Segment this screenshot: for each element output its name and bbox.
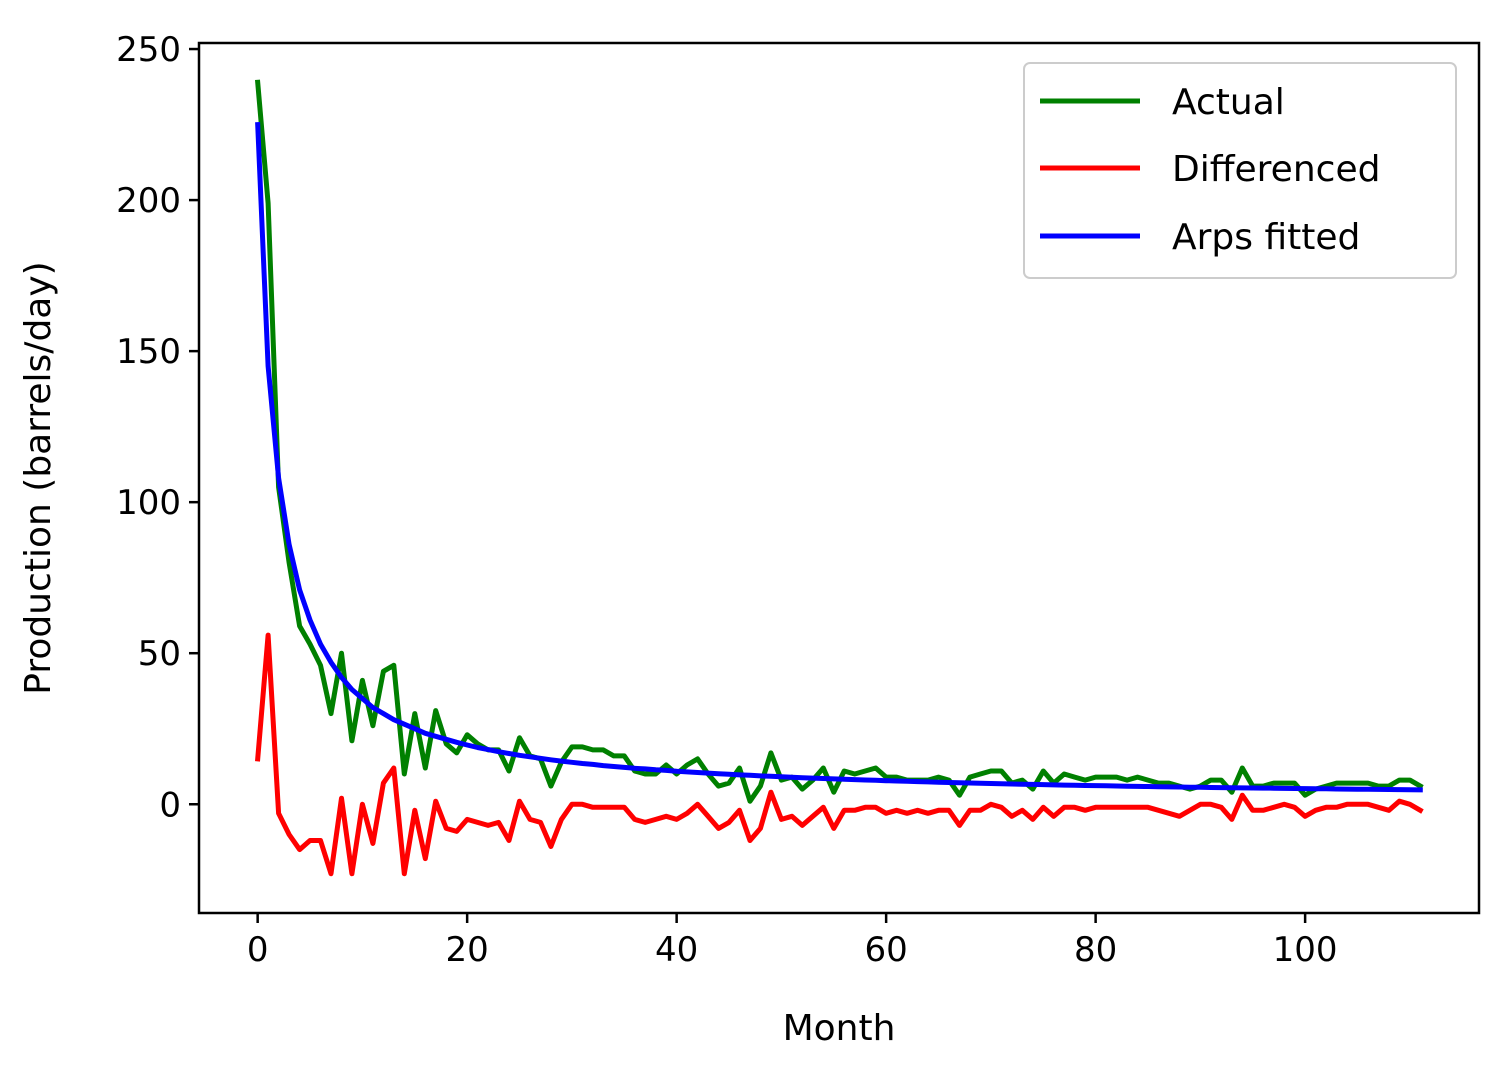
- x-tick-label: 80: [1074, 930, 1117, 970]
- plot-area: [254, 79, 1424, 877]
- axes-frame: [197, 41, 1481, 915]
- x-tick-label: 60: [865, 930, 908, 970]
- x-axis-title: Month: [783, 1008, 896, 1049]
- y-tick-label: 0: [159, 785, 181, 825]
- legend-label-arps-fitted: Arps fitted: [1172, 217, 1360, 258]
- x-tick-label: 100: [1273, 930, 1338, 970]
- x-tick-label: 20: [446, 930, 489, 970]
- series-line-differenced: [254, 632, 1424, 877]
- y-tick-label: 150: [116, 332, 181, 372]
- y-tick-label: 200: [116, 181, 181, 221]
- y-tick-label: 100: [116, 483, 181, 523]
- legend-label-differenced: Differenced: [1172, 149, 1380, 190]
- legend-box: [1023, 62, 1457, 279]
- x-tick-label: 0: [247, 930, 269, 970]
- legend: Actual Differenced Arps fitted: [1023, 62, 1457, 279]
- x-tick-label: 40: [655, 930, 698, 970]
- y-axis: 0 50 100 150 200 250: [116, 30, 199, 825]
- y-tick-label: 250: [116, 30, 181, 70]
- y-tick-label: 50: [138, 634, 181, 674]
- legend-label-actual: Actual: [1172, 82, 1285, 123]
- x-axis: 0 20 40 60 80 100: [247, 913, 1338, 970]
- series-line-arps-fitted: [255, 121, 1423, 793]
- y-axis-title: Production (barrels/day): [18, 261, 59, 694]
